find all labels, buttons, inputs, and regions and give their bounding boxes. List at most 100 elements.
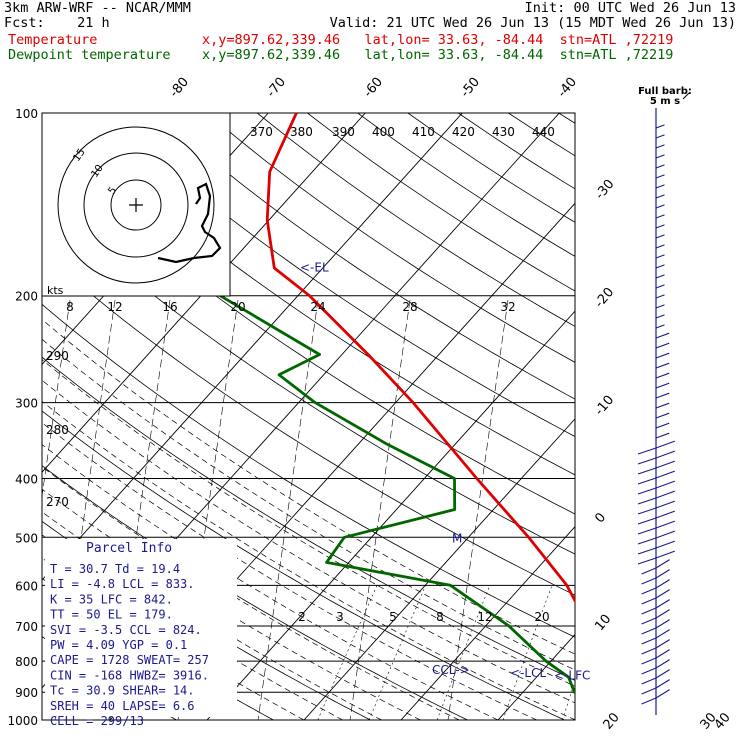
dry-adiabat (55, 113, 575, 476)
wind-barb (655, 304, 665, 309)
hodograph-unit: kts (47, 284, 64, 297)
wind-speed-line (447, 299, 509, 720)
parcel-info-row: T = 30.7 Td = 19.4 (50, 562, 180, 576)
isotherm-line (497, 633, 575, 720)
wind-speed-label: 12 (107, 300, 122, 314)
pressure-tick-label: 400 (15, 472, 38, 486)
isotherm-label-top: -80 (167, 75, 192, 101)
model-title: 3km ARW-WRF -- NCAR/MMM (4, 0, 191, 16)
plot-frame (41, 112, 576, 721)
dry-adiabat (558, 113, 575, 124)
isotherm-label-right: -30 (592, 177, 617, 203)
parcel-info-row: SREH = 40 LAPSE= 6.6 (50, 699, 195, 713)
wind-barb (655, 589, 670, 599)
wind-speed-label: 28 (402, 300, 417, 314)
isotherm-label-right: 20 (601, 710, 623, 732)
mixing-ratio-label: 5 (389, 610, 397, 624)
parcel-info-row: Tc = 30.9 SHEAR= 14. (50, 684, 195, 698)
dry-adiabat (42, 200, 575, 555)
wind-speed-line (257, 299, 319, 720)
legend-temperature-info: x,y=897.62,339.46 lat,lon= 33.63, -84.44… (202, 32, 674, 48)
wind-barb-flag (637, 467, 657, 475)
pressure-tick-label: 500 (15, 531, 38, 545)
dewpoint-profile (136, 113, 575, 695)
wind-barb (655, 510, 675, 519)
parcel-info-row: SVI = -3.5 CCL = 824. (50, 623, 202, 637)
theta-label-top: 410 (412, 125, 435, 139)
wind-barb (655, 352, 670, 359)
valid-time: Valid: 21 UTC Wed 26 Jun 13 (15 MDT Wed … (329, 15, 736, 31)
mixing-ratio-line (641, 585, 682, 720)
isotherm-label-right: 10 (592, 612, 614, 634)
mixing-ratio-line (317, 585, 378, 720)
theta-label-top: 370 (250, 125, 273, 139)
isotherm-line (692, 113, 740, 720)
wind-barb (655, 124, 665, 129)
wind-barb (655, 639, 670, 649)
mixing-ratio-label: 2 (298, 610, 306, 624)
wind-barb-flag (641, 637, 657, 645)
wind-barb-flag (641, 677, 657, 685)
moist-adiabat (42, 466, 460, 720)
wind-barb (655, 332, 670, 339)
parcel-info-row: TT = 50 EL = 179. (50, 608, 173, 622)
isotherm-line (303, 418, 575, 720)
wind-barb-flag (641, 617, 657, 625)
dry-adiabat (206, 113, 575, 363)
wind-barb (655, 392, 670, 399)
wind-barb (655, 609, 670, 619)
wind-barb (655, 432, 670, 439)
pressure-tick-label: 900 (15, 686, 38, 700)
dry-adiabat (609, 113, 740, 720)
isotherm-label-top: -50 (458, 75, 483, 101)
hodograph-ring-label: 5 (106, 185, 119, 197)
wind-barb (655, 520, 675, 529)
isotherm-label-top: -70 (264, 75, 289, 101)
wind-barb (655, 550, 675, 559)
legend-dewpoint: Dewpoint temperature (8, 47, 171, 63)
wind-barb (655, 362, 670, 369)
wind-barb (655, 154, 665, 159)
wind-barb (655, 244, 665, 249)
wind-barb (655, 204, 665, 209)
dry-adiabat (42, 148, 575, 515)
parcel-info-row: CAPE = 1728 SWEAT= 257 (50, 653, 209, 667)
wind-barb (655, 579, 670, 589)
lfc-marker: <-LFC (554, 669, 590, 683)
mixing-ratio-line (562, 680, 575, 720)
mixing-ratio-label: 12 (477, 610, 492, 624)
dry-adiabat (42, 410, 565, 720)
dry-adiabat (508, 113, 575, 157)
isotherm-line (400, 525, 575, 720)
hodograph-origin (129, 198, 143, 212)
full-barb-sample (682, 92, 690, 100)
wind-barb (655, 342, 670, 349)
wind-barb (655, 440, 675, 449)
wind-barb (655, 599, 670, 609)
pressure-tick-label: 800 (15, 655, 38, 669)
isotherm-label-right: -10 (592, 393, 617, 419)
wind-barb-flag (637, 457, 657, 465)
wind-barb-flag (637, 527, 657, 535)
hodograph-ring (57, 126, 215, 284)
wind-barb-flag (641, 577, 657, 585)
wind-barb (655, 214, 665, 219)
m-marker: M (452, 531, 462, 545)
dry-adiabat (307, 113, 575, 292)
pressure-tick-label: 700 (15, 620, 38, 634)
wind-barb (655, 314, 665, 319)
pressure-tick-label: 1000 (7, 714, 38, 728)
dry-adiabat (42, 251, 575, 596)
wind-barb (655, 450, 675, 459)
dry-adiabat (156, 113, 575, 400)
wind-barb-flag (641, 687, 657, 695)
lcl-marker: <-LCL (510, 666, 546, 680)
wind-barb (655, 382, 670, 389)
pressure-tick-label: 100 (15, 107, 38, 121)
dry-adiabat (256, 113, 575, 327)
wind-barb (655, 500, 675, 509)
wind-barb (655, 284, 665, 289)
wind-barb (655, 490, 675, 499)
wind-barb-flag (641, 697, 657, 705)
